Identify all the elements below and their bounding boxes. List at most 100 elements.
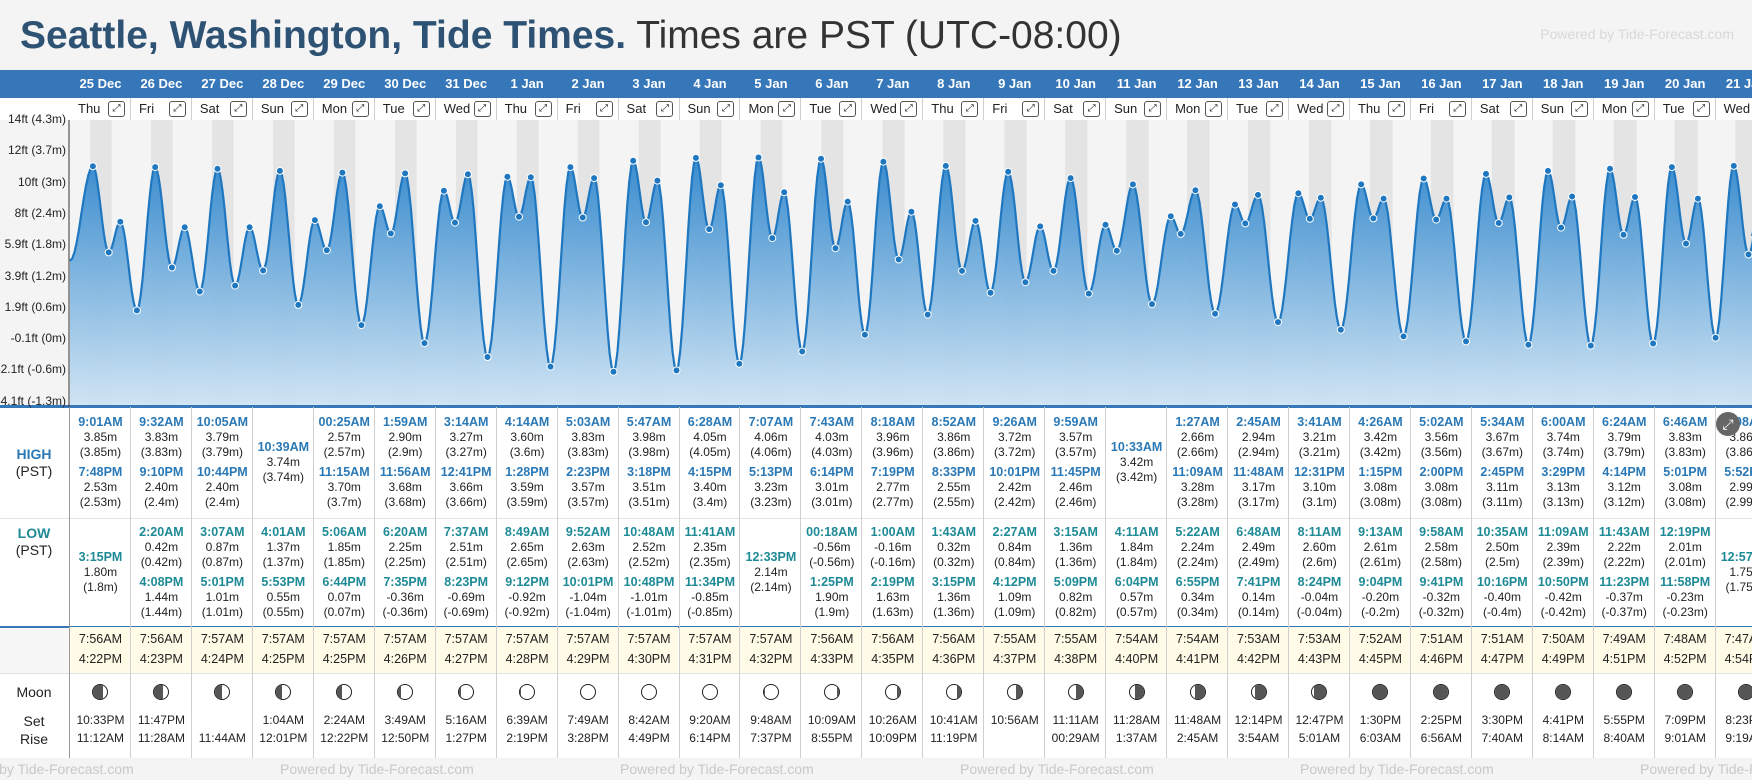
expand-icon[interactable]: ⤢ (412, 101, 430, 117)
expand-icon[interactable]: ⤢ (1205, 101, 1223, 117)
high-tide-cell: 8:52AM 3.86m (3.86m) (923, 415, 984, 460)
expand-icon[interactable]: ⤢ (1631, 101, 1649, 117)
high-tide-cell: 11:45PM 2.46m (2.46m) (1045, 465, 1106, 510)
moon-phase-icon (1738, 684, 1752, 700)
sun-row-cell (740, 627, 801, 673)
expand-icon[interactable]: ⤢ (351, 101, 369, 117)
expand-icon[interactable]: ⤢ (1570, 101, 1588, 117)
high-tide-height-alt: (3.42m) (1359, 445, 1402, 459)
moonset-time: 10:56AM (990, 713, 1039, 727)
high-tide-cell: 6:14PM 3.01m (3.01m) (801, 465, 862, 510)
expand-icon[interactable]: ⤢ (839, 101, 857, 117)
moon-phase-icon (884, 684, 901, 700)
high-tide-time: 8:33PM (931, 465, 976, 479)
row-label-low-tz: (PST) (15, 542, 53, 558)
high-tide-cell: 4:14PM 3.12m (3.12m) (1594, 465, 1655, 510)
expand-icon[interactable]: ⤢ (473, 101, 491, 117)
sun-row-cell (618, 627, 679, 673)
expand-icon[interactable]: ⤢ (1509, 101, 1527, 117)
expand-icon[interactable]: ⤢ (1022, 101, 1040, 117)
high-tide-time: 8:52AM (931, 415, 976, 429)
high-tide-point (1294, 189, 1303, 198)
sunrise-time: 7:56AM (932, 632, 976, 646)
moon-phase-icon (397, 684, 414, 700)
high-tide-height-alt: (3.1m) (1302, 495, 1337, 509)
expand-icon[interactable]: ⤢ (1692, 101, 1710, 117)
low-tide-point (1649, 339, 1658, 348)
expand-icon[interactable]: ⤢ (168, 101, 186, 117)
low-tide-cell: 12:33PM 2.14m (2.14m) (740, 550, 801, 595)
expand-icon[interactable]: ⤢ (717, 101, 735, 117)
column-separator (1409, 98, 1411, 764)
low-tide-time: 9:12PM (505, 575, 549, 589)
expand-icon[interactable]: ⤢ (595, 101, 613, 117)
low-tide-cell: 6:55PM 0.34m (0.34m) (1167, 575, 1228, 620)
weekday-13: Wed ⤢ (862, 98, 923, 120)
low-tide-height: -0.32m (1422, 590, 1461, 604)
low-tide-height: -0.56m (813, 540, 851, 554)
moonset-time: 7:49AM (567, 713, 609, 727)
y-axis-label: 5.9ft (1.8m) (4, 237, 66, 252)
expand-icon[interactable]: ⤢ (1387, 101, 1405, 117)
high-tide-time: 3:41AM (1297, 415, 1342, 429)
high-tide-height-alt: (4.05m) (689, 445, 731, 459)
low-tide-cell: 11:41AM 2.35m (2.35m) (680, 525, 741, 570)
expand-icon[interactable]: ⤢ (1144, 101, 1162, 117)
expand-icon[interactable]: ⤢ (961, 101, 979, 117)
high-tide-time: 3:14AM (443, 415, 489, 429)
sunrise-time: 7:55AM (993, 632, 1037, 646)
expand-icon[interactable]: ⤢ (1448, 101, 1466, 117)
high-tide-point (1419, 174, 1428, 183)
sunset-time: 4:25PM (322, 652, 366, 666)
expand-icon[interactable]: ⤢ (290, 101, 308, 117)
sunrise-time: 7:57AM (444, 632, 488, 646)
expand-icon[interactable]: ⤢ (1326, 101, 1344, 117)
low-tide-height-alt: (2.65m) (506, 555, 548, 569)
high-tide-point (907, 207, 916, 216)
low-tide-height: 1.63m (876, 590, 910, 604)
high-tide-height: 3.42m (1363, 430, 1398, 444)
high-tide-height: 3.10m (1302, 480, 1337, 494)
expand-icon[interactable]: ⤢ (900, 101, 918, 117)
scroll-handle-icon[interactable]: ⤢ (1716, 412, 1740, 436)
moonrise-time: 8:14AM (1542, 731, 1584, 745)
high-tide-time: 3:29PM (1541, 465, 1586, 479)
weekday-label: Tue (809, 101, 832, 116)
low-tide-cell: 9:12PM -0.92m (-0.92m) (497, 575, 558, 620)
low-tide-height: 1.44m (144, 590, 179, 604)
expand-icon[interactable]: ⤢ (656, 101, 674, 117)
weekday-14: Thu ⤢ (923, 98, 984, 120)
sun-row-cell (435, 627, 496, 673)
low-tide-point (1524, 340, 1533, 349)
moonset-time: 8:42AM (628, 713, 670, 727)
expand-icon[interactable]: ⤢ (1265, 101, 1283, 117)
low-tide-height: 2.22m (1607, 540, 1641, 554)
high-tide-height-alt: (3.57m) (567, 495, 609, 509)
moon-phase-icon (580, 684, 597, 700)
high-tide-point (1667, 163, 1676, 172)
moon-phase-icon (701, 684, 718, 700)
sunset-time: 4:45PM (1358, 652, 1402, 666)
high-tide-height: 2.90m (388, 430, 422, 444)
weekday-label: Sun (687, 101, 711, 116)
date-22: 16 Jan (1421, 76, 1462, 91)
sunset-time: 4:36PM (932, 652, 976, 666)
column-separator (129, 98, 131, 764)
row-label-rise: Rise (19, 731, 48, 747)
high-tide-height-alt: (3.74m) (1542, 445, 1584, 459)
high-tide-height-alt: (3.59m) (506, 495, 548, 509)
expand-icon[interactable]: ⤢ (778, 101, 796, 117)
expand-icon[interactable]: ⤢ (534, 101, 552, 117)
low-tide-cell: 6:20AM 2.25m (2.25m) (375, 525, 436, 570)
moon-phase-icon (336, 684, 353, 700)
low-tide-time: 8:49AM (504, 525, 550, 539)
low-tide-point (1399, 332, 1408, 341)
high-tide-point (941, 161, 950, 170)
expand-icon[interactable]: ⤢ (1083, 101, 1101, 117)
high-tide-height: 2.40m (205, 480, 240, 494)
high-tide-point (780, 188, 789, 197)
expand-icon[interactable]: ⤢ (229, 101, 247, 117)
expand-icon[interactable]: ⤢ (107, 101, 125, 117)
low-tide-height: -0.20m (1361, 590, 1400, 604)
low-tide-cell: 10:48PM -1.01m (-1.01m) (619, 575, 680, 620)
